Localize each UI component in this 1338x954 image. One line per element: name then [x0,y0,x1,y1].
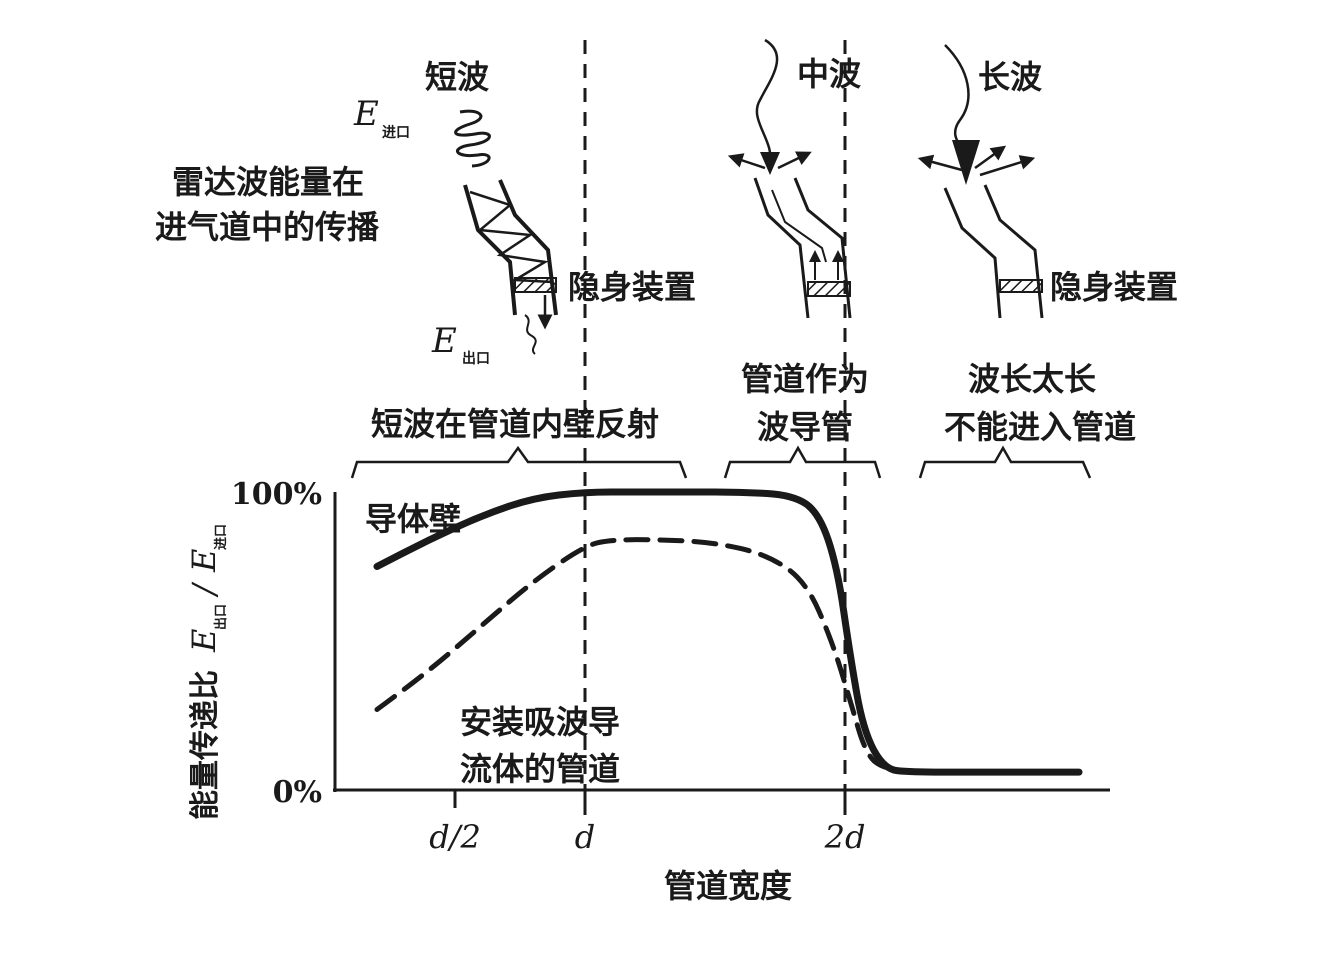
series-label-absorber-line2: 流体的管道 [460,750,620,788]
long-wave-arrowhead [952,140,980,185]
y-tick-label-0: 100% [231,477,322,512]
medium-wave-diagram: 中波 [727,38,861,319]
long-wave-scatter-right2 [979,155,1036,177]
y-axis-ratio-numerator-sub: 出口 [213,604,229,630]
energy-transfer-chart: d/2 d 2d 100% 0% 导体壁 安装吸波导 流体的管道 能量传递比 E 出口 … [185,40,1110,905]
long-wave-scatter-right1 [974,145,1007,170]
short-wave-device-label: 隐身装置 [568,268,696,306]
long-wave-device-label: 隐身装置 [1050,268,1178,306]
propagation-caption-line2: 进气道中的传播 [155,208,380,246]
region-long-label-line2: 不能进入管道 [944,408,1136,446]
region-medium-label-line2: 波导管 [757,408,853,446]
e-outlet-symbol: E [431,321,457,361]
short-wave-outgoing-squiggle [524,314,537,355]
x-tick-label-1: d [575,818,595,856]
long-wave-title: 长波 [978,58,1042,96]
long-wave-duct-left-wall [943,187,1002,319]
y-axis-label-group: 能量传递比 E 出口 / E 进口 [185,524,229,820]
chart-ticks: d/2 d 2d 100% 0% [231,477,866,856]
y-axis-ratio-denominator: E [185,549,223,573]
short-wave-stealth-device [514,277,557,293]
y-axis-ratio-numerator: E [185,629,223,653]
medium-wave-scatter-left [727,153,766,170]
e-outlet-subscript: 出口 [462,350,490,367]
medium-wave-duct-right-wall [793,177,852,319]
long-wave-stealth-device [999,279,1043,293]
y-axis-label: 能量传递比 [188,670,223,820]
series-label-absorber-line1: 安装吸波导 [460,703,620,741]
medium-wave-title: 中波 [797,55,861,93]
short-wave-diagram: 短波 E 进口 隐身装置 E 出口 [353,58,696,367]
region-medium-label-line1: 管道作为 [741,360,869,398]
medium-wave-duct-left-wall [753,177,810,319]
short-wave-title: 短波 [425,58,489,96]
propagation-caption-line1: 雷达波能量在 [172,163,364,201]
long-wave-duct-right-wall [983,184,1044,319]
region-divider-lines [583,40,847,815]
e-inlet-symbol: E [353,94,379,134]
short-wave-incoming-squiggle [454,109,491,168]
region-short-label: 短波在管道内壁反射 [371,405,659,443]
y-tick-label-1: 0% [273,775,322,810]
chart-series [373,488,1083,776]
short-wave-duct-right-wall [498,179,558,316]
long-wave-scatter-left [917,154,963,172]
region-long-label-line1: 波长太长 [968,360,1096,398]
medium-wave-guided-line [771,189,827,263]
region-short-brace [350,445,688,479]
y-axis-ratio-denominator-sub: 进口 [214,524,229,550]
x-axis-label: 管道宽度 [664,867,792,905]
long-wave-diagram: 长波 隐身装置 [917,44,1178,319]
medium-wave-incoming-curve [755,38,779,166]
medium-wave-arrowhead [760,152,780,175]
medium-wave-scatter-right [777,151,812,170]
y-axis-ratio-slash: / [185,581,223,598]
short-wave-duct-left-wall [463,184,517,316]
x-tick-label-2: 2d [824,818,866,856]
x-tick-label-0: d/2 [429,818,481,856]
region-medium-brace [723,445,882,479]
medium-wave-stealth-device [807,281,851,297]
e-inlet-subscript: 进口 [382,125,410,141]
series-line-1 [374,537,926,775]
series-label-conductor-wall: 导体壁 [365,500,461,538]
region-long-brace [918,445,1092,479]
